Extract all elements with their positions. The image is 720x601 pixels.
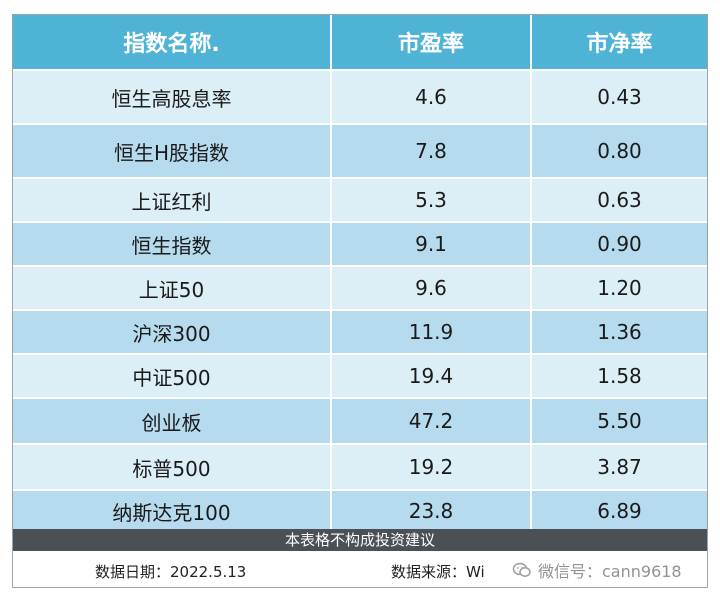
table-row: 创业板 47.2 5.50 bbox=[13, 398, 707, 445]
table-row: 沪深300 11.9 1.36 bbox=[13, 310, 707, 355]
index-name: 上证50 bbox=[13, 266, 332, 311]
valuation-table: 指数名称. 市盈率 市净率 恒生高股息率 4.6 0.43 恒生H股指数 7.8… bbox=[13, 15, 707, 533]
index-name: 恒生H股指数 bbox=[13, 124, 332, 179]
table-row: 恒生指数 9.1 0.90 bbox=[13, 222, 707, 267]
index-name: 中证500 bbox=[13, 354, 332, 399]
table-row: 上证红利 5.3 0.63 bbox=[13, 178, 707, 223]
pe-value: 23.8 bbox=[331, 490, 532, 533]
table-row: 上证50 9.6 1.20 bbox=[13, 266, 707, 311]
table-row: 恒生高股息率 4.6 0.43 bbox=[13, 70, 707, 125]
pe-value: 7.8 bbox=[331, 124, 532, 179]
table-row: 中证500 19.4 1.58 bbox=[13, 354, 707, 399]
table-row: 纳斯达克100 23.8 6.89 bbox=[13, 490, 707, 533]
data-source: 数据来源：Wi bbox=[391, 563, 485, 581]
index-name: 纳斯达克100 bbox=[13, 490, 332, 533]
pe-value: 47.2 bbox=[331, 398, 532, 445]
table-row: 恒生H股指数 7.8 0.80 bbox=[13, 124, 707, 179]
pb-value: 0.80 bbox=[531, 124, 707, 179]
table-footer: 数据日期：2022.5.13 数据来源：Wi bbox=[13, 553, 707, 587]
data-date: 数据日期：2022.5.13 bbox=[95, 563, 247, 581]
pb-value: 3.87 bbox=[531, 444, 707, 491]
disclaimer-bar: 本表格不构成投资建议 bbox=[13, 529, 707, 551]
pe-value: 5.3 bbox=[331, 178, 532, 223]
pb-value: 5.50 bbox=[531, 398, 707, 445]
index-name: 恒生高股息率 bbox=[13, 70, 332, 125]
pb-value: 1.20 bbox=[531, 266, 707, 311]
header-pe-ratio: 市盈率 bbox=[331, 15, 532, 71]
header-index-name: 指数名称. bbox=[13, 15, 332, 71]
pb-value: 0.63 bbox=[531, 178, 707, 223]
index-name: 上证红利 bbox=[13, 178, 332, 223]
wechat-icon bbox=[512, 562, 531, 577]
index-name: 标普500 bbox=[13, 444, 332, 491]
pe-value: 19.2 bbox=[331, 444, 532, 491]
index-name: 创业板 bbox=[13, 398, 332, 445]
index-name: 恒生指数 bbox=[13, 222, 332, 267]
table-header-row: 指数名称. 市盈率 市净率 bbox=[13, 15, 707, 71]
index-name: 沪深300 bbox=[13, 310, 332, 355]
table-row: 标普500 19.2 3.87 bbox=[13, 444, 707, 491]
pe-value: 9.6 bbox=[331, 266, 532, 311]
pb-value: 6.89 bbox=[531, 490, 707, 533]
pe-value: 19.4 bbox=[331, 354, 532, 399]
watermark-text: 微信号：cann9618 bbox=[538, 562, 682, 581]
pb-value: 1.58 bbox=[531, 354, 707, 399]
pe-value: 9.1 bbox=[331, 222, 532, 267]
index-valuation-card: 指数名称. 市盈率 市净率 恒生高股息率 4.6 0.43 恒生H股指数 7.8… bbox=[12, 14, 708, 588]
pb-value: 0.90 bbox=[531, 222, 707, 267]
pe-value: 11.9 bbox=[331, 310, 532, 355]
header-pb-ratio: 市净率 bbox=[531, 15, 707, 71]
pe-value: 4.6 bbox=[331, 70, 532, 125]
pb-value: 1.36 bbox=[531, 310, 707, 355]
pb-value: 0.43 bbox=[531, 70, 707, 125]
wechat-watermark: 微信号：cann9618 bbox=[512, 557, 708, 583]
